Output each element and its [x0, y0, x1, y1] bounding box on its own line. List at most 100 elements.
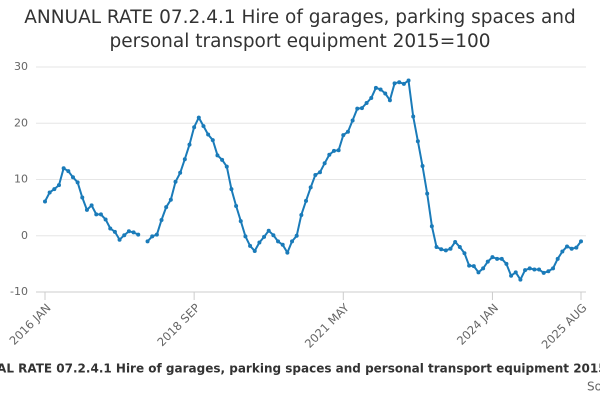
data-point: [569, 246, 574, 251]
data-point: [215, 153, 220, 158]
data-point: [546, 269, 551, 274]
data-point: [238, 219, 243, 224]
data-point: [248, 243, 253, 248]
data-point: [252, 248, 257, 253]
data-point: [509, 273, 514, 278]
x-tick-label: 2016 JAN: [7, 301, 54, 348]
data-point: [192, 125, 197, 130]
data-point: [196, 115, 201, 120]
data-point: [122, 233, 127, 238]
data-point: [537, 267, 542, 272]
data-point: [304, 198, 309, 203]
data-point: [471, 264, 476, 269]
data-point: [350, 118, 355, 123]
data-point: [345, 129, 350, 134]
data-point: [439, 247, 444, 252]
data-point: [415, 139, 420, 144]
data-point: [108, 226, 113, 231]
data-point: [355, 106, 360, 111]
data-point: [453, 239, 458, 244]
data-point: [313, 173, 318, 177]
data-point: [420, 164, 425, 168]
data-point: [387, 98, 392, 103]
x-tick-label: 2021 MAY: [302, 300, 353, 351]
data-point: [66, 169, 71, 174]
series-line: [44, 78, 582, 282]
data-point: [425, 191, 430, 196]
data-point: [206, 132, 211, 137]
data-point: [164, 205, 169, 210]
data-point: [168, 197, 173, 202]
chart-subtitle: ANNUAL RATE 07.2.4.1 Hire of garages, pa…: [0, 362, 600, 376]
data-point: [574, 245, 579, 250]
data-point: [150, 234, 155, 239]
data-point: [262, 234, 267, 239]
y-tick-label: 10: [14, 173, 28, 186]
data-point: [359, 106, 364, 111]
data-point: [201, 124, 206, 129]
data-point: [331, 148, 336, 153]
data-point: [103, 217, 108, 222]
data-point: [373, 85, 378, 90]
y-tick-label: 30: [14, 60, 28, 73]
data-point: [131, 230, 136, 235]
data-point: [117, 237, 122, 242]
data-point: [364, 101, 369, 105]
chart-title: ANNUAL RATE 07.2.4.1 Hire of garages, pa…: [24, 7, 576, 52]
data-point: [182, 157, 187, 162]
data-point: [294, 233, 299, 238]
data-point: [159, 218, 164, 222]
data-point: [499, 256, 504, 261]
data-point: [234, 203, 239, 208]
data-point: [178, 170, 183, 175]
data-point: [485, 259, 490, 264]
data-point: [56, 183, 61, 188]
x-tick-label: 2018 SEP: [154, 301, 202, 349]
data-point: [411, 114, 416, 119]
data-point: [145, 239, 150, 244]
data-point: [523, 268, 528, 273]
data-point: [154, 232, 159, 237]
data-point: [518, 277, 523, 282]
data-point: [173, 179, 178, 184]
data-point: [336, 148, 341, 153]
data-point: [378, 87, 383, 92]
data-point: [406, 78, 411, 83]
data-point: [434, 245, 439, 249]
x-tick-label: 2025 AUG: [539, 301, 590, 352]
data-point: [462, 251, 467, 256]
data-point: [490, 255, 495, 260]
data-point: [429, 224, 434, 229]
data-point: [527, 266, 532, 271]
data-point: [220, 157, 225, 162]
data-point: [257, 240, 262, 245]
data-point: [80, 195, 85, 200]
data-point: [61, 166, 66, 171]
data-point: [448, 246, 453, 251]
data-point: [555, 256, 560, 261]
source: Source:: [587, 380, 600, 394]
data-point: [210, 138, 215, 143]
data-point: [467, 263, 472, 268]
data-point: [341, 133, 346, 138]
data-point: [308, 185, 313, 190]
data-point: [299, 212, 304, 217]
data-point: [476, 270, 481, 275]
data-point: [229, 187, 234, 192]
data-point: [94, 212, 99, 217]
data-point: [532, 267, 537, 272]
data-point: [98, 212, 103, 217]
data-point: [89, 203, 94, 208]
data-point: [457, 245, 462, 249]
data-point: [243, 234, 248, 239]
data-point: [136, 232, 141, 237]
data-point: [224, 164, 229, 169]
y-tick-label: 0: [21, 229, 28, 242]
data-point: [271, 233, 276, 238]
data-point: [280, 242, 285, 247]
data-point: [369, 95, 374, 100]
data-point: [52, 187, 57, 192]
data-point: [541, 270, 546, 275]
